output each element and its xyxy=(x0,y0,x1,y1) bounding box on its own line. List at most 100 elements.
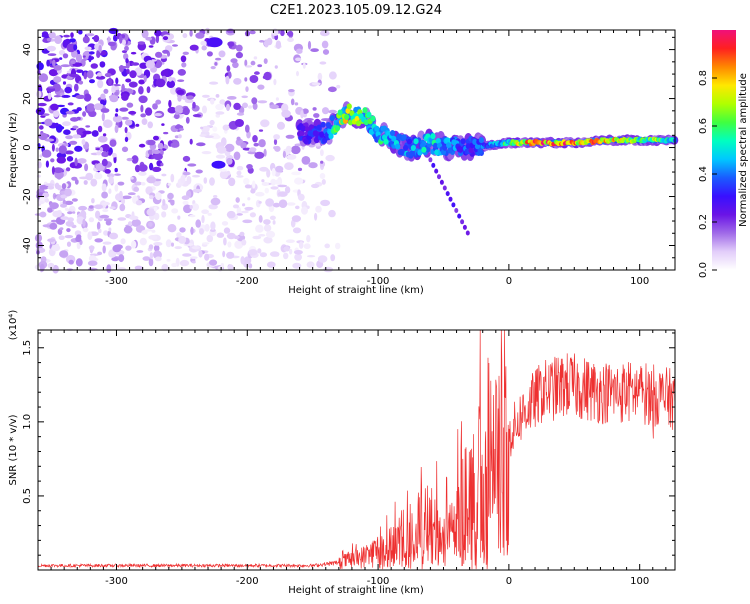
spectrogram-cell xyxy=(236,206,242,215)
colorbar-tick-label: 0.4 xyxy=(698,166,709,182)
spectrogram-cell xyxy=(254,71,260,75)
spectrogram-cell xyxy=(265,230,276,238)
spectrogram-cell xyxy=(302,108,309,114)
spectrogram-cell xyxy=(66,228,71,233)
spectrogram-cell xyxy=(122,195,132,200)
spectrogram-cell xyxy=(259,166,269,172)
spectrogram-cell xyxy=(48,32,56,39)
spectrogram-cell xyxy=(173,113,180,120)
spectrogram-cell xyxy=(65,135,73,140)
spectrogram-cell xyxy=(47,185,55,190)
spectrogram-cell xyxy=(97,251,103,256)
spectrogram-cell xyxy=(199,228,204,235)
spectrogram-cell xyxy=(272,220,276,225)
spectrogram-cell xyxy=(269,104,280,109)
spectrogram-cell xyxy=(95,75,106,80)
spectrogram-cell xyxy=(119,203,126,212)
spectrogram-cell xyxy=(177,69,186,76)
spectrogram-cell xyxy=(87,231,93,240)
spectrogram-cell xyxy=(216,232,225,238)
spectrogram-cell xyxy=(301,156,311,165)
spectrogram-cell xyxy=(152,103,158,110)
spectrogram-cell xyxy=(101,191,108,199)
spectrogram-cell xyxy=(274,65,278,69)
spectrogram-cell xyxy=(112,115,123,123)
snr-y-scale-label: (x10⁴) xyxy=(8,310,19,341)
spectrogram-cell xyxy=(147,121,153,129)
spectrogram-cell xyxy=(58,235,65,240)
spectrogram-cell xyxy=(282,150,286,159)
spectrogram-cell xyxy=(78,205,88,211)
spectrogram-cell xyxy=(98,135,108,143)
spectrogram-cell xyxy=(98,228,102,234)
spectrogram-ridge-cell xyxy=(477,148,483,155)
spectrogram-cell xyxy=(93,35,100,43)
spectrogram-cell xyxy=(209,81,219,85)
spectrogram-cell xyxy=(198,250,203,258)
spectrogram-cell xyxy=(201,45,207,51)
spectrogram-cell xyxy=(307,255,316,258)
spectrogram-cell xyxy=(83,93,92,102)
spectrogram-cell xyxy=(94,204,103,210)
spectrogram-cell xyxy=(270,186,279,190)
spectrogram-cell xyxy=(82,218,86,227)
spectrogram-cell xyxy=(291,171,301,176)
snr-background xyxy=(38,330,675,570)
spectrogram-cell xyxy=(81,139,86,145)
spectrogram-cell xyxy=(170,69,174,75)
spectrogram-cell xyxy=(210,66,216,70)
spectrogram-cell xyxy=(101,201,110,206)
spectrogram-cell xyxy=(228,177,236,187)
spectrogram-cell xyxy=(108,27,119,35)
spectrogram-ridge-cell xyxy=(437,174,441,180)
spectrogram-cell xyxy=(249,212,256,218)
spectrogram-ridge-cell xyxy=(399,148,405,155)
spectrogram-cell xyxy=(295,57,302,62)
spectrogram-cell xyxy=(186,175,192,185)
spectrogram-cell xyxy=(154,256,162,262)
spectrogram-cell xyxy=(243,259,250,268)
spectrogram-cell xyxy=(49,222,58,230)
spectrogram-cell xyxy=(296,70,299,77)
spectrogram-cell xyxy=(167,183,172,186)
spectrogram-cell xyxy=(212,126,218,132)
spectrogram-cell xyxy=(320,149,324,157)
spectrogram-cell xyxy=(155,78,166,88)
spectrogram-cell xyxy=(251,97,258,105)
spectrogram-cell xyxy=(74,83,79,92)
spectrogram-cell xyxy=(298,241,304,249)
spectrogram-cell xyxy=(61,183,67,190)
colorbar-gradient xyxy=(712,30,736,270)
spectrogram-cell xyxy=(320,160,324,164)
spectrogram-cell xyxy=(266,37,273,46)
spectrogram-cell xyxy=(269,215,276,220)
spectrogram-ridge-cell xyxy=(433,142,439,149)
spectrogram-cell xyxy=(153,135,159,141)
spectrogram-cell xyxy=(162,36,169,41)
spectrogram-cell xyxy=(189,30,193,37)
spectrogram-cell xyxy=(255,224,264,233)
spectrogram-cell xyxy=(190,226,194,235)
spectrogram-cell xyxy=(64,235,74,239)
spectrogram-cell xyxy=(102,241,112,245)
spectrogram-cell xyxy=(191,246,200,250)
spectrogram-cell xyxy=(321,40,329,49)
spectrogram-cell xyxy=(206,37,223,48)
spectrogram-cell xyxy=(108,227,112,232)
spectrogram-cell xyxy=(271,168,276,177)
spectrogram-cell xyxy=(288,89,295,93)
spectrogram-cell xyxy=(207,212,212,216)
spectrogram-cell xyxy=(52,264,59,274)
spectrogram-cell xyxy=(123,225,133,234)
spectrogram-cell xyxy=(59,57,63,60)
spectrogram-cell xyxy=(117,181,125,186)
spectrogram-cell xyxy=(330,254,336,262)
spectrogram-x-ticks: -300 -200 -100 0 100 xyxy=(50,30,667,287)
spectrogram-cell xyxy=(114,173,121,176)
spectrogram-cell xyxy=(167,106,177,114)
spectrogram-cell xyxy=(227,241,232,248)
y-tick-label: 1.0 xyxy=(22,414,33,430)
spectrogram-cell xyxy=(68,259,74,265)
spectrogram-cell xyxy=(53,167,64,174)
